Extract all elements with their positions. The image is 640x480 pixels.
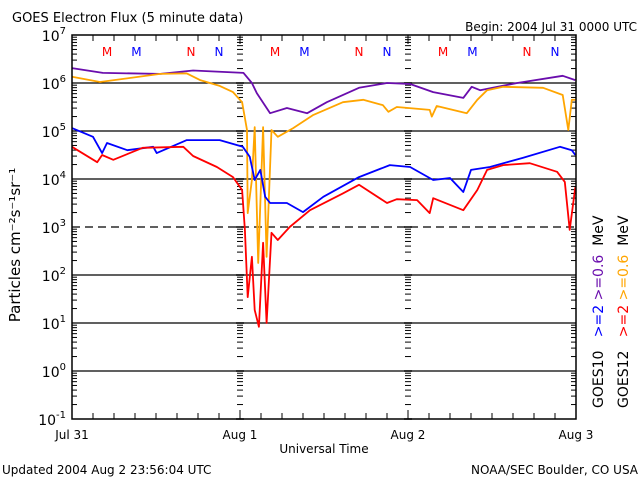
y-tick-label: 101 [42,314,66,333]
y-tick-label: 107 [42,26,66,45]
legend-energy-06mev: >=0.6 [591,255,607,305]
x-tick-label: Aug 3 [559,428,594,442]
y-tick-exponent: 5 [60,122,66,133]
legend-entry-goes10: GOES10 >=2 >=0.6 MeV [591,215,607,408]
updated-timestamp: Updated 2004 Aug 2 23:56:04 UTC [2,463,211,477]
series-line-1 [71,72,576,264]
marker-label: N [523,45,532,59]
y-tick-base: 10 [42,77,60,93]
y-tick-exponent: 3 [60,218,66,229]
marker-label: N [383,45,392,59]
chart-title: GOES Electron Flux (5 minute data) [12,11,243,26]
y-tick-exponent: 6 [60,74,66,85]
x-axis-label: Universal Time [279,442,368,456]
marker-label: N [187,45,196,59]
marker-label: M [270,45,280,59]
plot-frame [71,34,577,420]
y-tick-base: 10 [42,173,60,189]
y-tick-base: 10 [38,413,56,429]
y-tick-base: 10 [42,317,60,333]
begin-label: Begin: 2004 Jul 31 0000 UTC [465,20,637,34]
marker-label: N [215,45,224,59]
y-tick-exponent: -1 [56,410,66,421]
y-tick-exponent: 1 [60,314,66,325]
y-tick-base: 10 [42,365,60,381]
legend-energy-06mev: >=0.6 [616,255,632,305]
y-tick-label: 102 [42,266,66,285]
legend-satellite: GOES12 [616,351,632,408]
series-line-3 [71,145,577,328]
x-tick-labels: Jul 31 Aug 1 Aug 2 Aug 3 [54,428,593,442]
y-tick-label: 105 [42,122,66,141]
legend-satellite: GOES10 [591,351,607,408]
y-tick-base: 10 [42,125,60,141]
x-tick-label: Aug 1 [223,428,258,442]
credit-label: NOAA/SEC Boulder, CO USA [471,463,639,477]
y-tick-base: 10 [42,29,60,45]
legend-entry-goes12: GOES12 >=2 >=0.6 MeV [616,215,632,408]
y-tick-label: 10-1 [38,410,66,429]
y-tick-label: 104 [42,170,66,189]
marker-label: M [131,45,141,59]
axis-ticks [71,35,577,420]
legend-energy-2mev: >=2 [616,305,632,351]
marker-label: M [438,45,448,59]
legend-energy-2mev: >=2 [591,305,607,351]
legend-unit: MeV [591,215,607,255]
y-tick-base: 10 [42,221,60,237]
y-tick-exponent: 4 [60,170,66,181]
marker-label: M [467,45,477,59]
y-tick-exponent: 2 [60,266,66,277]
y-tick-exponent: 7 [60,26,66,37]
y-tick-exponent: 0 [60,362,66,373]
marker-label: N [551,45,560,59]
legend-unit: MeV [616,215,632,255]
x-tick-label: Aug 2 [391,428,426,442]
series-line-0 [71,67,576,115]
y-tick-label: 103 [42,218,66,237]
marker-label: N [355,45,364,59]
series-lines [71,67,577,328]
y-axis-label: Particles cm⁻²s⁻¹sr⁻¹ [6,168,24,322]
y-tick-label: 106 [42,74,66,93]
x-tick-label: Jul 31 [54,428,89,442]
y-tick-base: 10 [42,269,60,285]
marker-label: M [299,45,309,59]
marker-label: M [102,45,112,59]
grid-lines [72,82,576,372]
y-tick-label: 100 [42,362,66,381]
